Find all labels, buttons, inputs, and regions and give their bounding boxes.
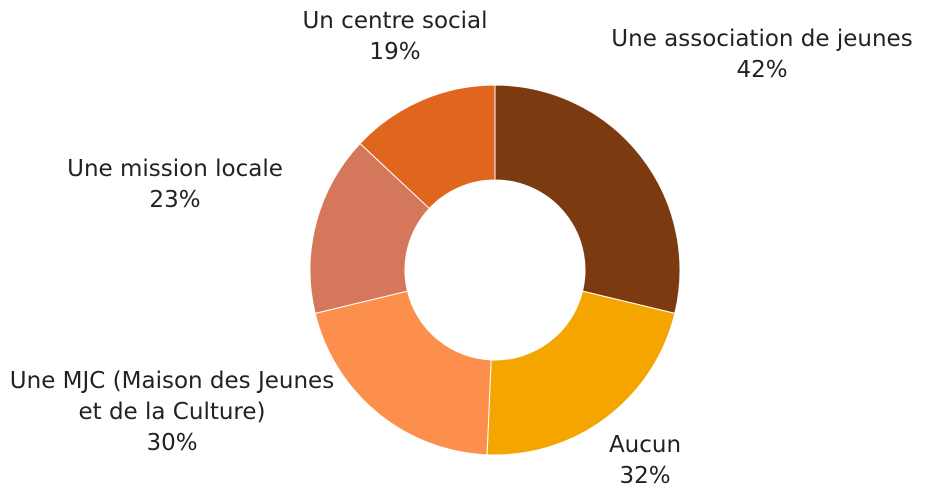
category-label: Une mission locale [67,156,283,182]
donut-slice [314,290,492,456]
value-label: 23% [149,187,201,213]
donut-slice [309,142,431,314]
category-label: Une association de jeunes [611,26,913,52]
donut-slice [486,290,676,456]
category-label: Un centre social [302,8,488,34]
slice-label: Une association de jeunes 42% [611,24,912,86]
value-label: 42% [736,57,788,83]
category-label: Aucun [608,432,682,458]
value-label: 19% [369,39,421,65]
slice-label: Aucun 32% [609,430,681,492]
slice-label: Une mission locale 23% [67,154,283,216]
slice-label: Un centre social 19% [302,6,487,68]
category-label: Une MJC (Maison des Jeunes et de la Cult… [9,368,335,425]
value-label: 30% [146,430,198,456]
donut-slice [494,84,681,314]
slice-label: Une MJC (Maison des Jeunes et de la Cult… [2,366,342,459]
donut-slice [359,84,496,210]
value-label: 32% [619,463,671,489]
